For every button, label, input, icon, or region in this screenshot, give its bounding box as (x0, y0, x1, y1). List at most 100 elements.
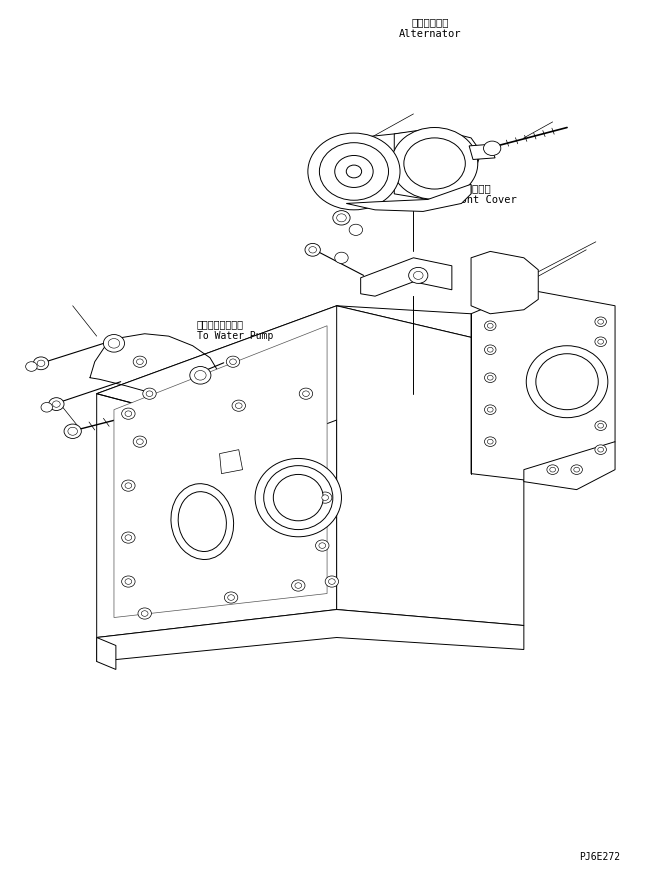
Circle shape (574, 467, 580, 472)
Circle shape (485, 405, 496, 414)
Circle shape (485, 345, 496, 355)
Circle shape (598, 447, 603, 452)
Circle shape (122, 532, 135, 543)
Circle shape (125, 535, 132, 541)
Text: To Water Pump: To Water Pump (197, 331, 274, 341)
Circle shape (598, 319, 603, 324)
Circle shape (138, 608, 151, 619)
Polygon shape (114, 326, 327, 617)
Circle shape (125, 483, 132, 488)
Circle shape (598, 423, 603, 428)
Polygon shape (524, 441, 615, 489)
Polygon shape (346, 184, 471, 211)
Circle shape (33, 357, 49, 370)
Circle shape (122, 576, 135, 587)
Circle shape (571, 465, 582, 474)
Polygon shape (219, 450, 243, 473)
Circle shape (125, 579, 132, 584)
Polygon shape (327, 130, 481, 203)
Circle shape (484, 141, 501, 155)
Circle shape (487, 407, 493, 412)
Circle shape (190, 366, 211, 384)
Circle shape (487, 439, 493, 444)
Circle shape (229, 359, 237, 364)
Circle shape (315, 540, 329, 551)
Polygon shape (471, 251, 538, 314)
Text: ウォータポンプへ: ウォータポンプへ (197, 319, 244, 329)
Circle shape (26, 362, 37, 371)
Circle shape (68, 427, 77, 435)
Circle shape (550, 467, 555, 472)
Circle shape (108, 338, 120, 348)
Circle shape (487, 375, 493, 380)
Polygon shape (97, 637, 116, 670)
Polygon shape (471, 290, 615, 481)
Text: Alternator: Alternator (399, 29, 461, 39)
Circle shape (309, 247, 317, 253)
Circle shape (133, 436, 147, 447)
Circle shape (595, 317, 606, 326)
Circle shape (346, 165, 362, 178)
Circle shape (319, 542, 326, 548)
Polygon shape (361, 258, 452, 296)
Circle shape (224, 592, 238, 603)
Circle shape (547, 465, 559, 474)
Circle shape (334, 155, 373, 187)
Circle shape (595, 445, 606, 454)
Circle shape (598, 339, 603, 344)
Polygon shape (97, 610, 524, 662)
Circle shape (336, 214, 346, 221)
Circle shape (125, 411, 132, 417)
Text: PJ6E272: PJ6E272 (579, 852, 620, 862)
Ellipse shape (255, 459, 342, 537)
Circle shape (103, 335, 124, 352)
Polygon shape (394, 128, 481, 200)
Circle shape (308, 133, 400, 210)
Ellipse shape (536, 354, 598, 410)
Circle shape (37, 360, 45, 366)
Circle shape (235, 403, 242, 408)
Circle shape (232, 400, 245, 412)
Circle shape (595, 421, 606, 431)
Polygon shape (97, 306, 336, 637)
Circle shape (334, 252, 348, 263)
Circle shape (64, 424, 81, 439)
Ellipse shape (264, 466, 333, 529)
Circle shape (141, 610, 148, 617)
Ellipse shape (526, 345, 608, 418)
Text: フロントカバー: フロントカバー (448, 183, 492, 193)
Circle shape (122, 480, 135, 491)
Text: Front Cover: Front Cover (448, 195, 517, 205)
Circle shape (137, 359, 143, 364)
Circle shape (226, 356, 240, 367)
Circle shape (295, 582, 301, 589)
Circle shape (414, 271, 423, 279)
Circle shape (49, 398, 64, 411)
Ellipse shape (273, 474, 323, 521)
Polygon shape (336, 306, 524, 625)
Circle shape (52, 401, 60, 407)
Circle shape (143, 388, 156, 399)
Circle shape (122, 408, 135, 419)
Circle shape (228, 595, 235, 600)
Circle shape (137, 439, 143, 445)
Circle shape (303, 391, 309, 397)
Circle shape (194, 371, 206, 380)
Circle shape (595, 337, 606, 346)
Circle shape (485, 373, 496, 383)
Circle shape (146, 391, 153, 397)
Circle shape (391, 127, 478, 200)
Ellipse shape (171, 484, 233, 560)
Ellipse shape (178, 492, 226, 551)
Circle shape (404, 138, 465, 189)
Circle shape (325, 576, 338, 587)
Circle shape (487, 324, 493, 328)
Circle shape (305, 243, 321, 256)
Circle shape (322, 494, 329, 501)
Circle shape (133, 356, 147, 367)
Circle shape (333, 211, 350, 225)
Circle shape (349, 224, 363, 235)
Circle shape (41, 403, 52, 412)
Circle shape (292, 580, 305, 591)
Circle shape (299, 388, 313, 399)
